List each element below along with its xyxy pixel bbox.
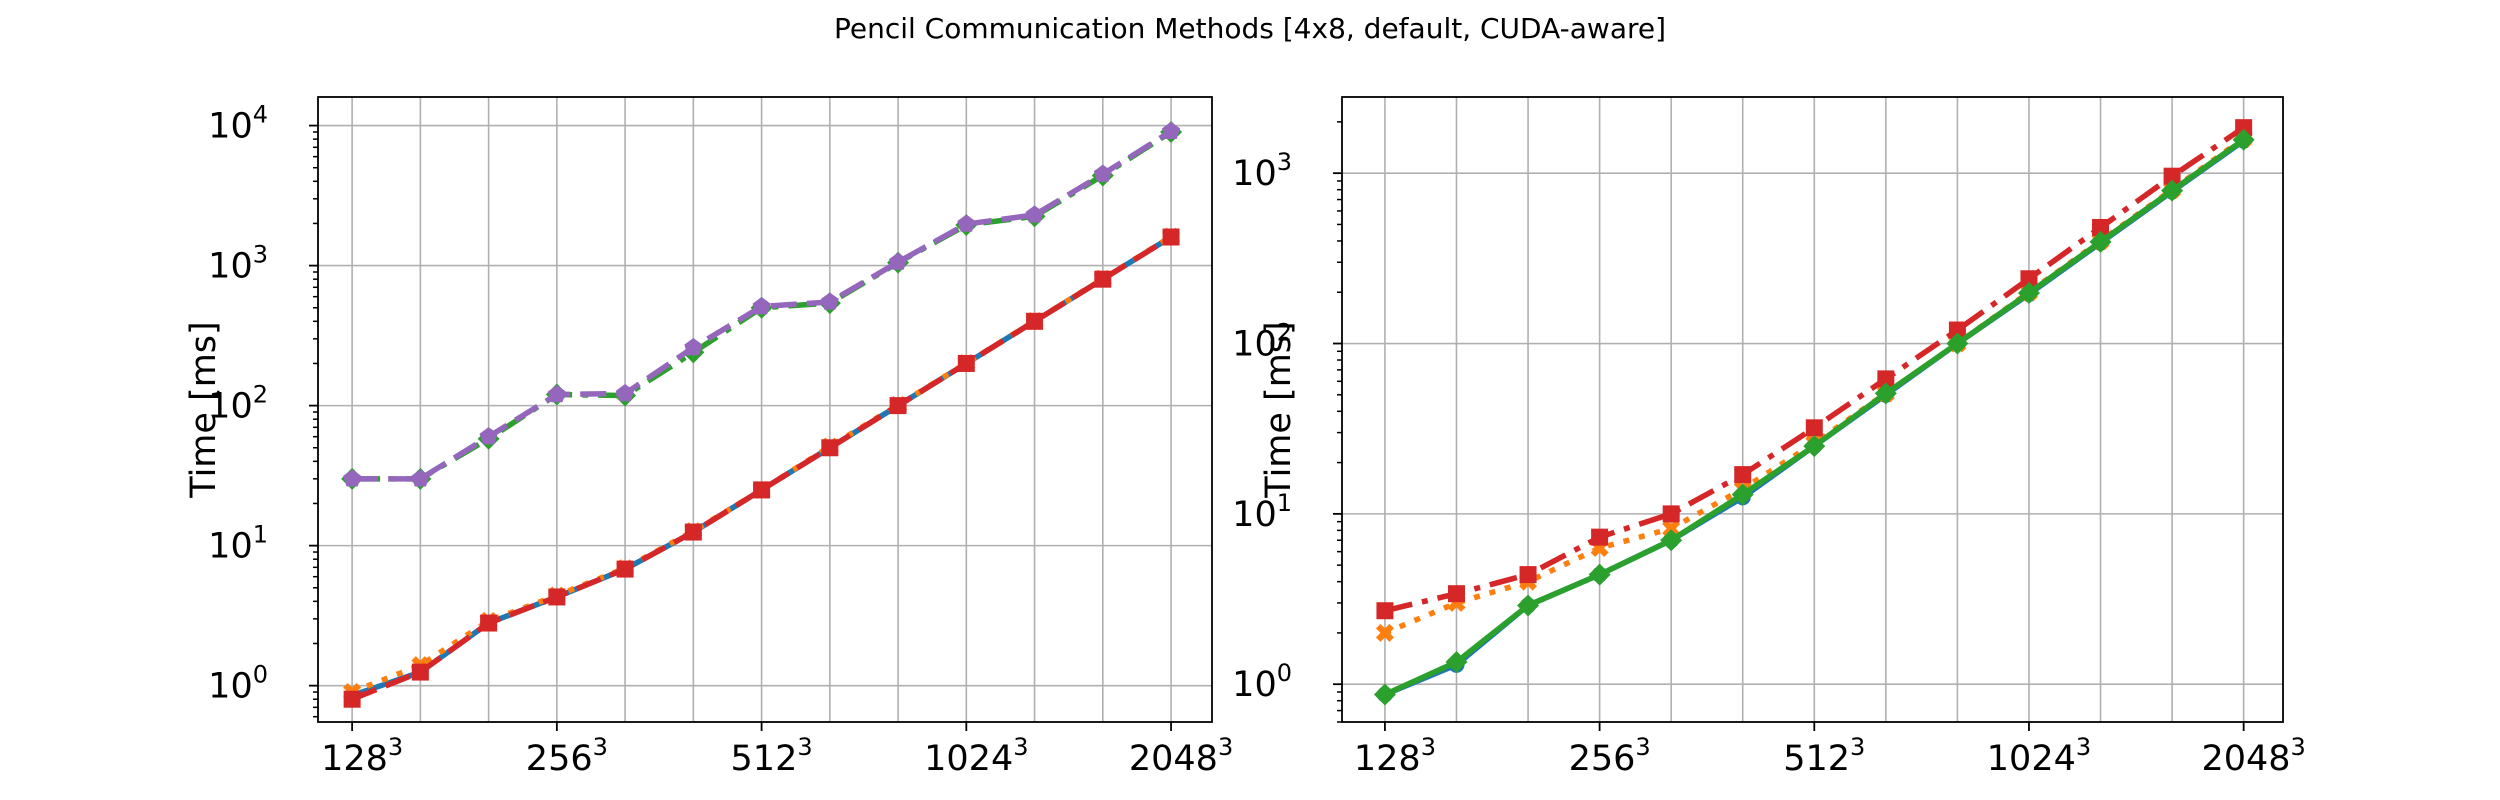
data-point (2092, 218, 2110, 236)
data-point (1373, 683, 1396, 706)
x-tick-label: 10243 (1987, 733, 2091, 779)
data-point (752, 297, 771, 315)
data-point (1874, 382, 1897, 405)
x-tick-label: 1283 (321, 733, 403, 779)
chart-panel-2: 100 101 102 103 1283 2563 5123 10243 20483 Time [… (1232, 96, 2306, 779)
y-tick-label: 101 (1232, 489, 1292, 535)
x-tick-label: 5123 (731, 733, 813, 779)
data-point (753, 481, 771, 499)
data-point (616, 560, 634, 578)
data-point (1660, 529, 1683, 552)
data-point (2161, 179, 2184, 202)
data-point (1734, 466, 1752, 484)
data-point (2235, 119, 2253, 137)
data-point (411, 469, 430, 487)
y-tick-label: 101 (208, 521, 268, 567)
data-point (411, 663, 429, 681)
data-point (1946, 332, 1969, 355)
data-point (1662, 519, 1681, 538)
data-point (1447, 585, 1465, 603)
data-point (1948, 321, 1966, 339)
data-point (2017, 281, 2040, 304)
y-tick-label: 100 (1232, 659, 1292, 705)
data-point (616, 384, 635, 402)
x-tick-label: 2563 (1569, 733, 1651, 779)
data-point (343, 469, 362, 487)
data-point (1588, 563, 1611, 586)
data-point (547, 385, 566, 403)
data-point (480, 614, 498, 632)
x-tick-label: 5123 (1783, 733, 1865, 779)
data-point (1805, 419, 1823, 437)
data-point (889, 397, 907, 415)
x-tick-label: 1283 (1354, 733, 1436, 779)
y-axis-label: Time [ms] (184, 321, 224, 498)
data-point (1445, 651, 1468, 674)
data-point (957, 214, 976, 232)
data-point (1093, 164, 1112, 182)
data-point (2163, 167, 2181, 185)
y-tick-label: 103 (208, 241, 268, 287)
y-tick-label: 103 (1232, 148, 1292, 194)
data-point (684, 338, 703, 356)
plot-frame (317, 96, 1213, 723)
data-point (684, 523, 702, 541)
data-point (343, 690, 361, 708)
data-point (1517, 594, 1540, 617)
x-tick-label: 2563 (526, 733, 608, 779)
chart-panel-1: 100 101 102 103 104 1283 2563 5123 10243 20483 Tim… (184, 96, 1233, 779)
data-point (1731, 483, 1754, 506)
data-point (479, 427, 498, 445)
data-point (1877, 370, 1895, 388)
data-point (548, 588, 566, 606)
data-point (1025, 205, 1044, 223)
data-point (1375, 623, 1394, 642)
data-point (1519, 566, 1537, 584)
x-tick-label: 20483 (1129, 733, 1233, 779)
data-point (1591, 528, 1609, 546)
data-point (820, 292, 839, 310)
figure-title: Pencil Communication Methods [4x8, defau… (833, 12, 1667, 45)
data-point (1026, 312, 1044, 330)
plot-frame (1341, 96, 2284, 723)
x-tick-label: 20483 (2201, 733, 2305, 779)
data-point (1162, 228, 1180, 246)
data-point (821, 439, 839, 457)
y-tick-label: 102 (1232, 319, 1292, 365)
y-axis-label: Time [ms] (1259, 321, 1299, 498)
data-point (2232, 128, 2255, 151)
data-point (957, 354, 975, 372)
data-point (2089, 230, 2112, 253)
y-tick-label: 102 (208, 381, 268, 427)
y-tick-label: 100 (208, 661, 268, 707)
x-tick-label: 10243 (924, 733, 1028, 779)
data-point (1376, 602, 1394, 620)
data-point (889, 252, 908, 270)
data-point (1803, 435, 1826, 458)
data-point (1662, 505, 1680, 523)
data-point (2020, 270, 2038, 288)
data-point (1162, 121, 1181, 140)
data-point (1094, 270, 1112, 288)
y-tick-label: 104 (208, 101, 268, 147)
